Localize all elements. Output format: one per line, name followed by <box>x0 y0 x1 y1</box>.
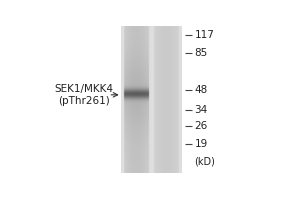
Text: 48: 48 <box>194 85 208 95</box>
Text: 34: 34 <box>194 105 208 115</box>
Text: 117: 117 <box>194 30 214 40</box>
Text: 19: 19 <box>194 139 208 149</box>
Text: 26: 26 <box>194 121 208 131</box>
Text: 85: 85 <box>194 48 208 58</box>
Text: SEK1/MKK4: SEK1/MKK4 <box>55 84 113 94</box>
Text: (pThr261): (pThr261) <box>58 96 110 106</box>
Text: (kD): (kD) <box>194 156 215 166</box>
